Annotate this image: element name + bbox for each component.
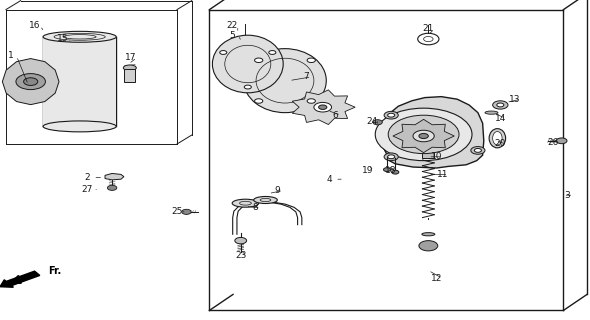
Text: 25: 25: [171, 207, 183, 216]
Text: 9: 9: [274, 186, 280, 195]
Circle shape: [307, 99, 316, 103]
Text: 14: 14: [494, 114, 506, 123]
Text: 1: 1: [8, 52, 14, 60]
Ellipse shape: [489, 129, 506, 148]
Ellipse shape: [422, 233, 435, 236]
Circle shape: [375, 108, 472, 161]
Text: 19: 19: [362, 166, 374, 175]
Circle shape: [254, 58, 263, 62]
Circle shape: [392, 170, 399, 174]
Circle shape: [16, 74, 45, 90]
Circle shape: [388, 113, 395, 117]
Text: 23: 23: [235, 252, 247, 260]
Circle shape: [388, 115, 459, 154]
Circle shape: [474, 148, 481, 152]
Text: 26: 26: [548, 138, 559, 147]
Circle shape: [307, 58, 316, 62]
Circle shape: [556, 138, 567, 144]
Ellipse shape: [493, 132, 502, 145]
Text: 24: 24: [366, 117, 378, 126]
Bar: [422, 150, 434, 158]
Text: 27: 27: [81, 185, 93, 194]
Ellipse shape: [43, 31, 116, 42]
Text: 21: 21: [422, 24, 434, 33]
Text: 15: 15: [57, 34, 69, 43]
Circle shape: [107, 185, 117, 190]
Circle shape: [413, 130, 434, 142]
Circle shape: [182, 209, 191, 214]
Polygon shape: [393, 119, 454, 153]
Ellipse shape: [43, 121, 116, 132]
Circle shape: [384, 153, 398, 161]
Text: 17: 17: [125, 53, 137, 62]
Text: 4: 4: [326, 175, 332, 184]
Ellipse shape: [123, 65, 136, 71]
Circle shape: [384, 111, 398, 119]
Circle shape: [244, 85, 251, 89]
Circle shape: [314, 102, 332, 112]
Text: 13: 13: [509, 95, 521, 104]
Bar: [43, 37, 116, 126]
Circle shape: [24, 78, 38, 85]
Text: 6: 6: [332, 111, 338, 120]
Polygon shape: [292, 90, 355, 124]
Polygon shape: [105, 173, 124, 180]
Text: 10: 10: [431, 152, 442, 161]
Ellipse shape: [212, 35, 283, 93]
Circle shape: [235, 237, 247, 244]
Ellipse shape: [485, 111, 498, 114]
Circle shape: [493, 101, 508, 109]
Text: Fr.: Fr.: [48, 266, 61, 276]
Text: 20: 20: [494, 140, 506, 148]
Circle shape: [373, 120, 382, 125]
Circle shape: [497, 103, 504, 107]
Circle shape: [219, 51, 227, 54]
Ellipse shape: [254, 196, 277, 204]
Ellipse shape: [244, 49, 326, 113]
Text: 16: 16: [28, 21, 40, 30]
Text: 22: 22: [226, 21, 238, 30]
Circle shape: [319, 105, 327, 109]
Polygon shape: [2, 59, 59, 105]
Circle shape: [471, 147, 485, 154]
Circle shape: [269, 51, 276, 54]
Bar: [124, 69, 135, 82]
Circle shape: [419, 133, 428, 139]
Text: 12: 12: [431, 274, 442, 283]
Text: 2: 2: [84, 173, 90, 182]
Text: 7: 7: [303, 72, 309, 81]
Circle shape: [254, 99, 263, 103]
Ellipse shape: [232, 199, 258, 207]
Text: 18: 18: [385, 166, 396, 175]
Circle shape: [419, 241, 438, 251]
FancyArrow shape: [0, 271, 40, 287]
Text: 11: 11: [437, 170, 448, 179]
Text: 8: 8: [252, 204, 258, 212]
Text: 5: 5: [229, 31, 235, 40]
Circle shape: [388, 155, 395, 159]
Polygon shape: [381, 97, 484, 168]
Circle shape: [384, 168, 391, 172]
Text: 3: 3: [565, 191, 571, 200]
